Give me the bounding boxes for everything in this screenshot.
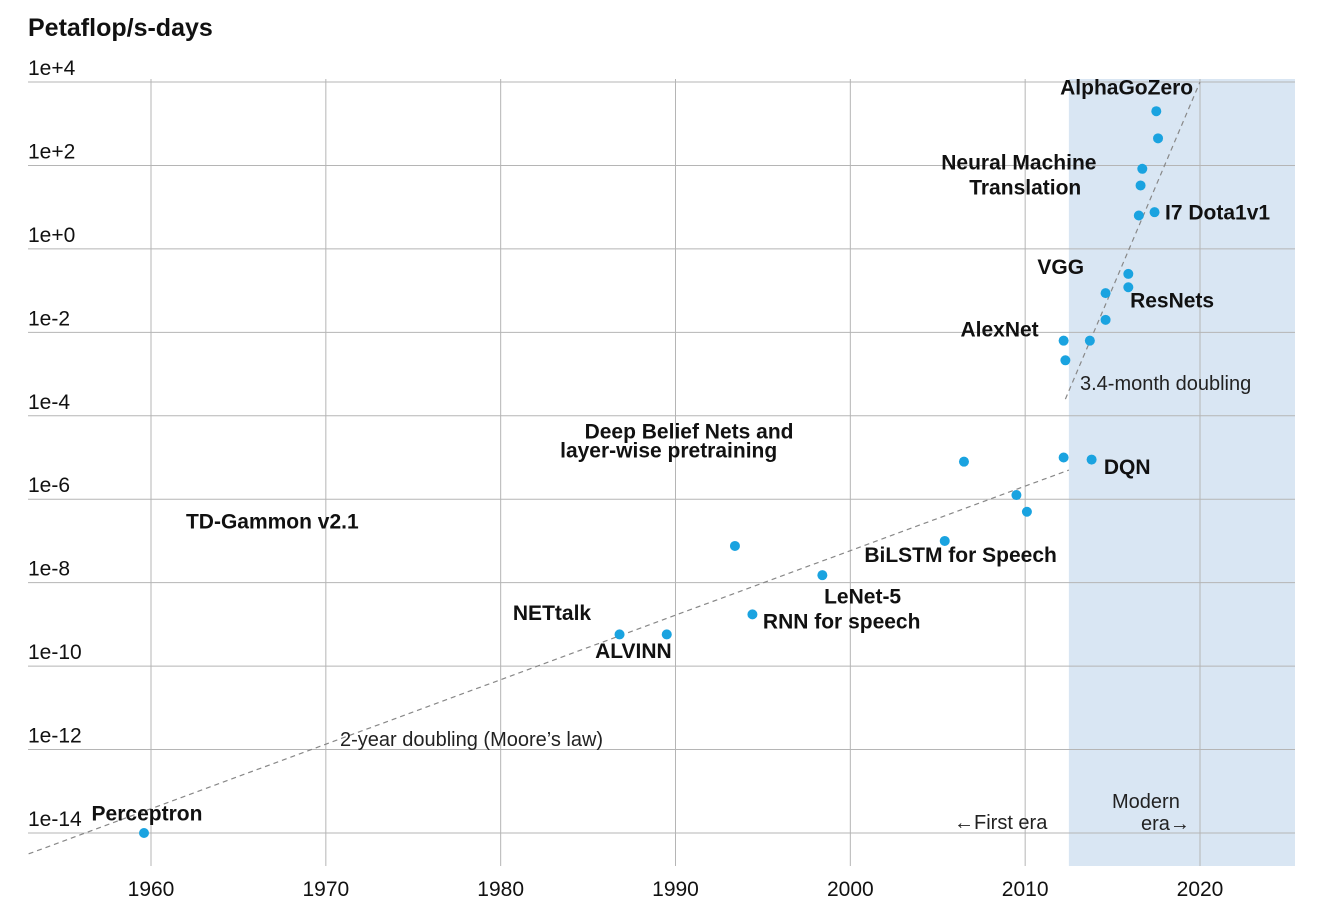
x-tick-label: 1980 — [477, 878, 524, 901]
data-point — [139, 828, 149, 838]
data-point — [1134, 211, 1144, 221]
data-point — [1085, 336, 1095, 346]
fast-doubling-note: 3.4-month doubling — [1080, 373, 1251, 395]
ai-compute-chart: 1e+4 1e+2 1e+0 1e-2 1e-4 1e-6 1e-8 1e-10 1e-12 1e… — [0, 0, 1329, 915]
data-point — [1101, 288, 1111, 298]
data-point — [1022, 507, 1032, 517]
first-era-note: ←First era — [954, 812, 1048, 834]
moores-law-note: 2-year doubling (Moore’s law) — [340, 729, 603, 751]
point-label: BiLSTM for Speech — [864, 544, 1057, 567]
data-points — [139, 106, 1163, 838]
y-tick-label: 1e-6 — [28, 474, 70, 497]
x-tick-label: 1960 — [128, 878, 175, 901]
point-label: layer-wise pretraining — [560, 440, 777, 463]
x-tick-label: 2010 — [1002, 878, 1049, 901]
x-tick-label: 1990 — [652, 878, 699, 901]
point-label: NETtalk — [513, 602, 592, 625]
data-point — [1059, 336, 1069, 346]
point-label: AlphaGoZero — [1060, 77, 1193, 100]
data-point — [959, 457, 969, 467]
data-point — [1123, 269, 1133, 279]
trendline-0 — [29, 470, 1069, 854]
data-point — [747, 609, 757, 619]
data-point — [1137, 164, 1147, 174]
data-point — [1101, 315, 1111, 325]
y-tick-label: 1e-4 — [28, 391, 70, 414]
point-label: Neural Machine — [941, 152, 1096, 175]
modern-era-shade — [1069, 79, 1295, 866]
y-tick-label: 1e+4 — [28, 57, 76, 80]
x-tick-label: 2020 — [1177, 878, 1224, 901]
chart-title: Petaflop/s-days — [28, 14, 213, 42]
modern-era-note-line2: era→ — [1141, 813, 1190, 835]
data-point — [662, 629, 672, 639]
y-tick-label: 1e+0 — [28, 224, 75, 247]
point-label: DQN — [1104, 456, 1151, 479]
y-axis-ticks: 1e+4 1e+2 1e+0 1e-2 1e-4 1e-6 1e-8 1e-10 1e-12 1e… — [28, 57, 82, 831]
point-label: VGG — [1037, 256, 1084, 279]
point-label: I7 Dota1v1 — [1165, 202, 1270, 225]
data-point — [1011, 490, 1021, 500]
y-tick-label: 1e-12 — [28, 725, 82, 748]
point-label: Translation — [969, 177, 1081, 200]
point-label: Perceptron — [92, 802, 203, 825]
data-point — [615, 629, 625, 639]
data-point — [1151, 106, 1161, 116]
point-label: AlexNet — [960, 319, 1038, 342]
point-label: LeNet-5 — [824, 586, 901, 609]
y-tick-label: 1e+2 — [28, 140, 75, 163]
data-point — [817, 570, 827, 580]
x-axis-ticks: 1960 1970 1980 1990 2000 2010 2020 — [128, 878, 1224, 901]
modern-era-note-line1: Modern — [1112, 791, 1180, 813]
data-point — [1060, 355, 1070, 365]
data-point — [1153, 133, 1163, 143]
y-tick-label: 1e-14 — [28, 808, 82, 831]
data-point — [1087, 455, 1097, 465]
data-point — [1150, 207, 1160, 217]
y-tick-label: 1e-10 — [28, 641, 82, 664]
point-label: TD-Gammon v2.1 — [186, 510, 359, 533]
y-tick-label: 1e-8 — [28, 558, 70, 581]
point-label: RNN for speech — [763, 611, 921, 634]
x-tick-label: 1970 — [302, 878, 349, 901]
y-tick-label: 1e-2 — [28, 307, 70, 330]
data-point — [730, 541, 740, 551]
x-tick-label: 2000 — [827, 878, 874, 901]
point-label: ALVINN — [595, 640, 672, 663]
data-point — [1059, 453, 1069, 463]
point-label: ResNets — [1130, 289, 1214, 312]
data-point — [1136, 180, 1146, 190]
